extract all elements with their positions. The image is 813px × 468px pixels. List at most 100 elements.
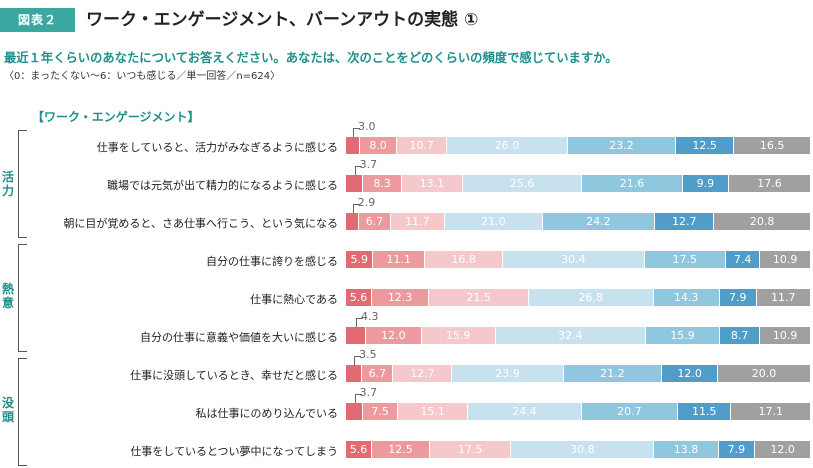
data-label: 17.5 — [457, 443, 483, 456]
survey-note: 〈0：まったくない〜6：いつも感じる／単一回答／n=624〉 — [4, 71, 281, 82]
row-label: 自分の仕事に意義や価値を大いに感じる — [140, 331, 338, 344]
data-label: 24.4 — [512, 405, 537, 418]
data-label: 6.7 — [368, 367, 387, 380]
bar-segment — [346, 175, 364, 192]
leader-line — [355, 318, 363, 328]
data-label: 8.0 — [369, 139, 387, 152]
bar-segment: 12.0 — [662, 365, 718, 382]
bar-segment — [346, 137, 360, 154]
data-label: 16.8 — [451, 253, 476, 266]
leader-line — [354, 356, 362, 366]
bar-segment: 10.9 — [760, 251, 811, 268]
data-label: 12.0 — [381, 329, 406, 342]
bar-segment: 8.0 — [359, 137, 398, 154]
data-label: 5.6 — [349, 291, 368, 304]
bar-segment: 21.2 — [563, 365, 663, 382]
bar-segment — [346, 327, 366, 344]
data-label: 30.4 — [561, 253, 586, 266]
data-label: 26.8 — [578, 291, 604, 304]
group-label: 活力 — [1, 170, 14, 198]
row-label: 仕事をしていると、活力がみなぎるように感じる — [96, 141, 338, 154]
bar-segment: 6.7 — [362, 365, 394, 382]
data-label: 23.2 — [609, 139, 634, 152]
bar-segment: 16.8 — [425, 251, 504, 268]
group-label: 没頭 — [1, 396, 14, 424]
row-label: 朝に目が覚めると、さあ仕事へ行こう、という気になる — [63, 217, 338, 230]
data-label: 11.5 — [691, 405, 717, 418]
leader-line — [354, 394, 362, 404]
data-label: 21.0 — [481, 215, 506, 228]
bar-segment: 12.0 — [755, 441, 811, 458]
bar-segment: 12.0 — [365, 327, 422, 344]
bar-segment: 8.7 — [719, 327, 761, 344]
bar-segment: 9.9 — [682, 175, 729, 192]
bar-segment: 11.5 — [678, 403, 732, 420]
data-label: 15.9 — [445, 329, 471, 342]
row-label: 仕事に没頭しているとき、幸せだと感じる — [130, 369, 338, 382]
bar-segment: 5.9 — [346, 251, 374, 268]
data-label: 21.5 — [466, 291, 491, 304]
data-label: 12.0 — [770, 443, 795, 456]
bar-segment: 20.7 — [581, 403, 678, 420]
section-title: 【ワーク・エンゲージメント】 — [32, 110, 200, 124]
data-label: 16.5 — [759, 139, 785, 152]
data-label: 7.4 — [733, 253, 752, 266]
bar-segment: 13.1 — [401, 175, 463, 192]
bar-segment: 15.1 — [398, 403, 469, 420]
data-label: 11.7 — [771, 291, 796, 304]
bar-segment: 21.5 — [429, 289, 530, 306]
data-label: 20.0 — [751, 367, 777, 380]
data-label: 7.5 — [371, 405, 389, 418]
data-label: 23.9 — [495, 367, 520, 380]
bar-segment: 17.5 — [430, 441, 512, 458]
row-label: 仕事に熱心である — [250, 293, 338, 306]
data-label: 8.3 — [373, 177, 391, 190]
bar-segment — [346, 213, 360, 230]
group-bracket — [18, 358, 27, 466]
row-label: 私は仕事にのめり込んでいる — [195, 407, 338, 420]
row-label: 仕事をしているとつい夢中になってしまう — [130, 445, 338, 458]
data-label: 12.5 — [388, 443, 413, 456]
bar-segment: 12.7 — [393, 365, 453, 382]
data-label: 15.9 — [670, 329, 695, 342]
bar-segment: 12.5 — [372, 441, 431, 458]
bar-segment: 32.4 — [495, 327, 647, 344]
bar-segment: 11.7 — [390, 213, 446, 230]
bar-segment: 24.2 — [542, 213, 656, 230]
bar-segment: 30.8 — [511, 441, 655, 458]
bar-segment: 5.6 — [346, 289, 372, 306]
leader-line — [354, 166, 362, 176]
data-label: 3.7 — [359, 158, 378, 171]
data-label: 10.9 — [772, 253, 798, 266]
page-title: ワーク・エンゲージメント、バーンアウトの実態 ① — [86, 10, 479, 30]
data-label: 12.7 — [410, 367, 435, 380]
data-label: 7.9 — [729, 291, 747, 304]
data-label: 14.3 — [673, 291, 699, 304]
group-bracket — [18, 130, 27, 238]
row-label: 自分の仕事に誇りを感じる — [206, 255, 338, 268]
bar-segment: 13.8 — [654, 441, 719, 458]
bar-segment: 11.1 — [373, 251, 426, 268]
row-label: 職場では元気が出て精力的になるように感じる — [107, 179, 338, 192]
data-label: 17.6 — [757, 177, 782, 190]
bar-segment: 5.6 — [346, 441, 372, 458]
bar-segment: 17.5 — [644, 251, 726, 268]
bar-segment: 23.9 — [452, 365, 564, 382]
data-label: 5.6 — [349, 443, 368, 456]
data-label: 11.7 — [405, 215, 430, 228]
data-label: 21.6 — [619, 177, 645, 190]
bar-segment: 10.9 — [760, 327, 811, 344]
bar-segment: 7.9 — [719, 289, 757, 306]
bar-segment: 26.8 — [529, 289, 654, 306]
bar-segment: 12.7 — [655, 213, 715, 230]
data-label: 24.2 — [586, 215, 611, 228]
bar-segment: 7.4 — [725, 251, 761, 268]
bar-segment: 12.3 — [372, 289, 430, 306]
data-label: 11.1 — [386, 253, 411, 266]
bar-segment: 30.4 — [503, 251, 645, 268]
bar-segment: 16.5 — [734, 137, 811, 154]
bar-segment: 6.7 — [359, 213, 391, 230]
figure-badge: 図表２ — [0, 8, 75, 32]
data-label: 12.3 — [387, 291, 413, 304]
bar-segment: 7.5 — [363, 403, 399, 420]
